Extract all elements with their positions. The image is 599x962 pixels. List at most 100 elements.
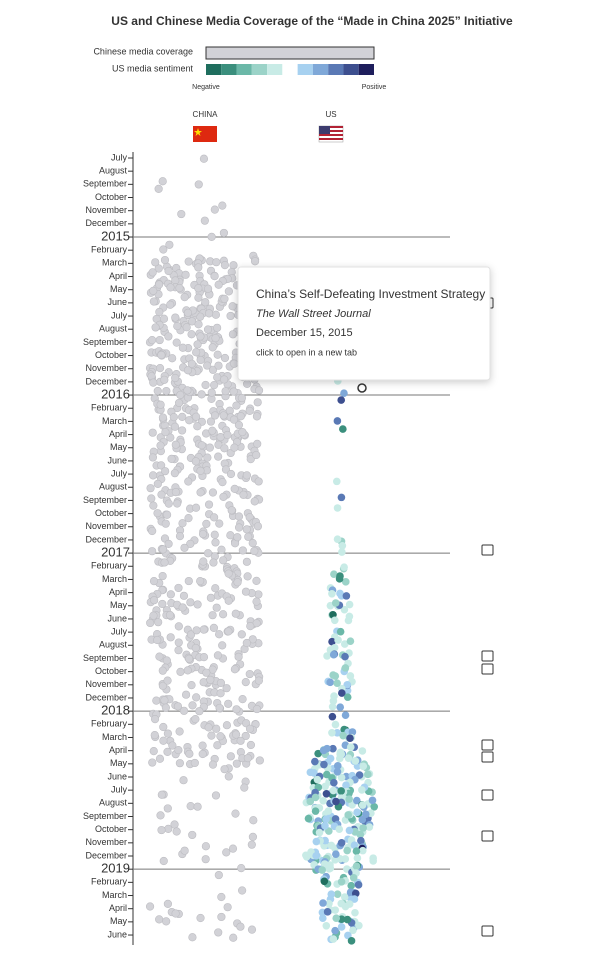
article-dot xyxy=(192,348,201,357)
article-dot xyxy=(162,917,171,926)
article-dot xyxy=(160,375,169,384)
article-dot xyxy=(192,626,201,635)
article-dot xyxy=(154,618,163,627)
china-month-group xyxy=(153,398,262,419)
article-dot xyxy=(200,216,209,225)
article-dot xyxy=(327,890,336,898)
article-dot xyxy=(333,535,342,543)
month-label: December xyxy=(85,850,127,860)
month-label: September xyxy=(83,337,127,347)
article-dot xyxy=(319,746,328,755)
article-dot xyxy=(227,506,236,515)
article-dot xyxy=(148,471,158,480)
us-month-group xyxy=(333,417,342,425)
article-dot xyxy=(344,931,352,940)
article-dot xyxy=(209,558,218,567)
article-dot xyxy=(187,681,196,690)
china-month-group xyxy=(177,201,227,219)
article-dot xyxy=(254,477,263,486)
china-month-group xyxy=(145,899,232,919)
article-dot xyxy=(203,549,213,558)
article-dot xyxy=(196,312,205,321)
month-label: November xyxy=(85,521,127,531)
china-month-group xyxy=(217,886,247,902)
chart-title: US and Chinese Media Coverage of the “Ma… xyxy=(111,14,513,28)
month-label: October xyxy=(95,824,127,834)
article-dot xyxy=(149,286,158,296)
article-dot xyxy=(148,547,157,556)
article-dot xyxy=(340,389,348,398)
tooltip-date: December 15, 2015 xyxy=(256,327,353,339)
article-dot xyxy=(353,854,362,862)
article-dot xyxy=(211,791,221,800)
article-dot xyxy=(323,770,331,779)
article-dot xyxy=(242,557,251,566)
tooltip[interactable]: China’s Self-Defeating Investment Strate… xyxy=(237,266,491,381)
article-dot xyxy=(250,257,260,266)
article-dot xyxy=(352,847,361,856)
article-dot xyxy=(161,467,170,476)
month-label: March xyxy=(102,890,127,900)
china-month-group xyxy=(146,477,263,497)
article-dot xyxy=(311,793,320,802)
month-label: June xyxy=(107,297,127,307)
article-dot xyxy=(194,263,203,272)
article-dot xyxy=(178,412,187,421)
legend-swatch xyxy=(205,46,375,60)
article-dot xyxy=(234,652,243,661)
article-dot xyxy=(148,526,157,536)
article-dot xyxy=(150,731,159,740)
tooltip-title: China’s Self-Defeating Investment Strate… xyxy=(256,287,485,301)
article-dot xyxy=(329,786,338,795)
article-dot xyxy=(351,908,359,917)
month-label: February xyxy=(91,403,128,413)
article-dot xyxy=(181,270,190,279)
us-month-group xyxy=(318,899,359,917)
china-month-group xyxy=(154,177,203,193)
article-dot xyxy=(180,543,189,552)
article-dot xyxy=(207,731,216,740)
article-dot xyxy=(231,730,241,739)
article-dot xyxy=(177,209,186,219)
article-dot xyxy=(161,703,170,712)
article-dot xyxy=(252,597,261,606)
article-dot xyxy=(167,454,176,463)
article-dot xyxy=(226,752,235,761)
article-dot xyxy=(336,627,345,636)
article-dot xyxy=(171,488,180,497)
legend-ramp xyxy=(206,64,374,75)
article-dot xyxy=(165,240,174,249)
flag-china xyxy=(193,126,217,142)
article-dot xyxy=(233,578,242,587)
legend-color xyxy=(358,64,374,75)
article-dot xyxy=(187,359,196,368)
article-dot xyxy=(364,770,372,779)
article-dot xyxy=(158,413,168,422)
article-dot xyxy=(350,895,359,903)
article-dot xyxy=(241,587,251,596)
month-label: April xyxy=(109,903,127,913)
article-dot xyxy=(159,245,168,254)
article-dot xyxy=(205,443,214,452)
article-dot xyxy=(197,390,206,399)
article-dot xyxy=(315,828,324,837)
article-dot xyxy=(332,477,341,486)
article-dot xyxy=(228,302,237,311)
article-dot xyxy=(218,641,227,650)
article-dot xyxy=(237,864,246,873)
article-dot xyxy=(230,484,239,493)
legend-color xyxy=(267,64,283,75)
article-dot xyxy=(330,570,338,578)
us-month-group xyxy=(306,768,374,787)
article-dot xyxy=(359,824,367,832)
article-dot xyxy=(174,746,183,755)
article-dot xyxy=(216,732,225,741)
article-dot xyxy=(311,807,320,815)
cursor-target[interactable] xyxy=(357,383,367,393)
article-dot xyxy=(253,522,263,531)
article-dot xyxy=(219,556,228,565)
china-month-group xyxy=(160,529,257,548)
article-dot xyxy=(221,387,230,396)
article-dot xyxy=(340,893,349,901)
article-dot xyxy=(201,855,210,864)
